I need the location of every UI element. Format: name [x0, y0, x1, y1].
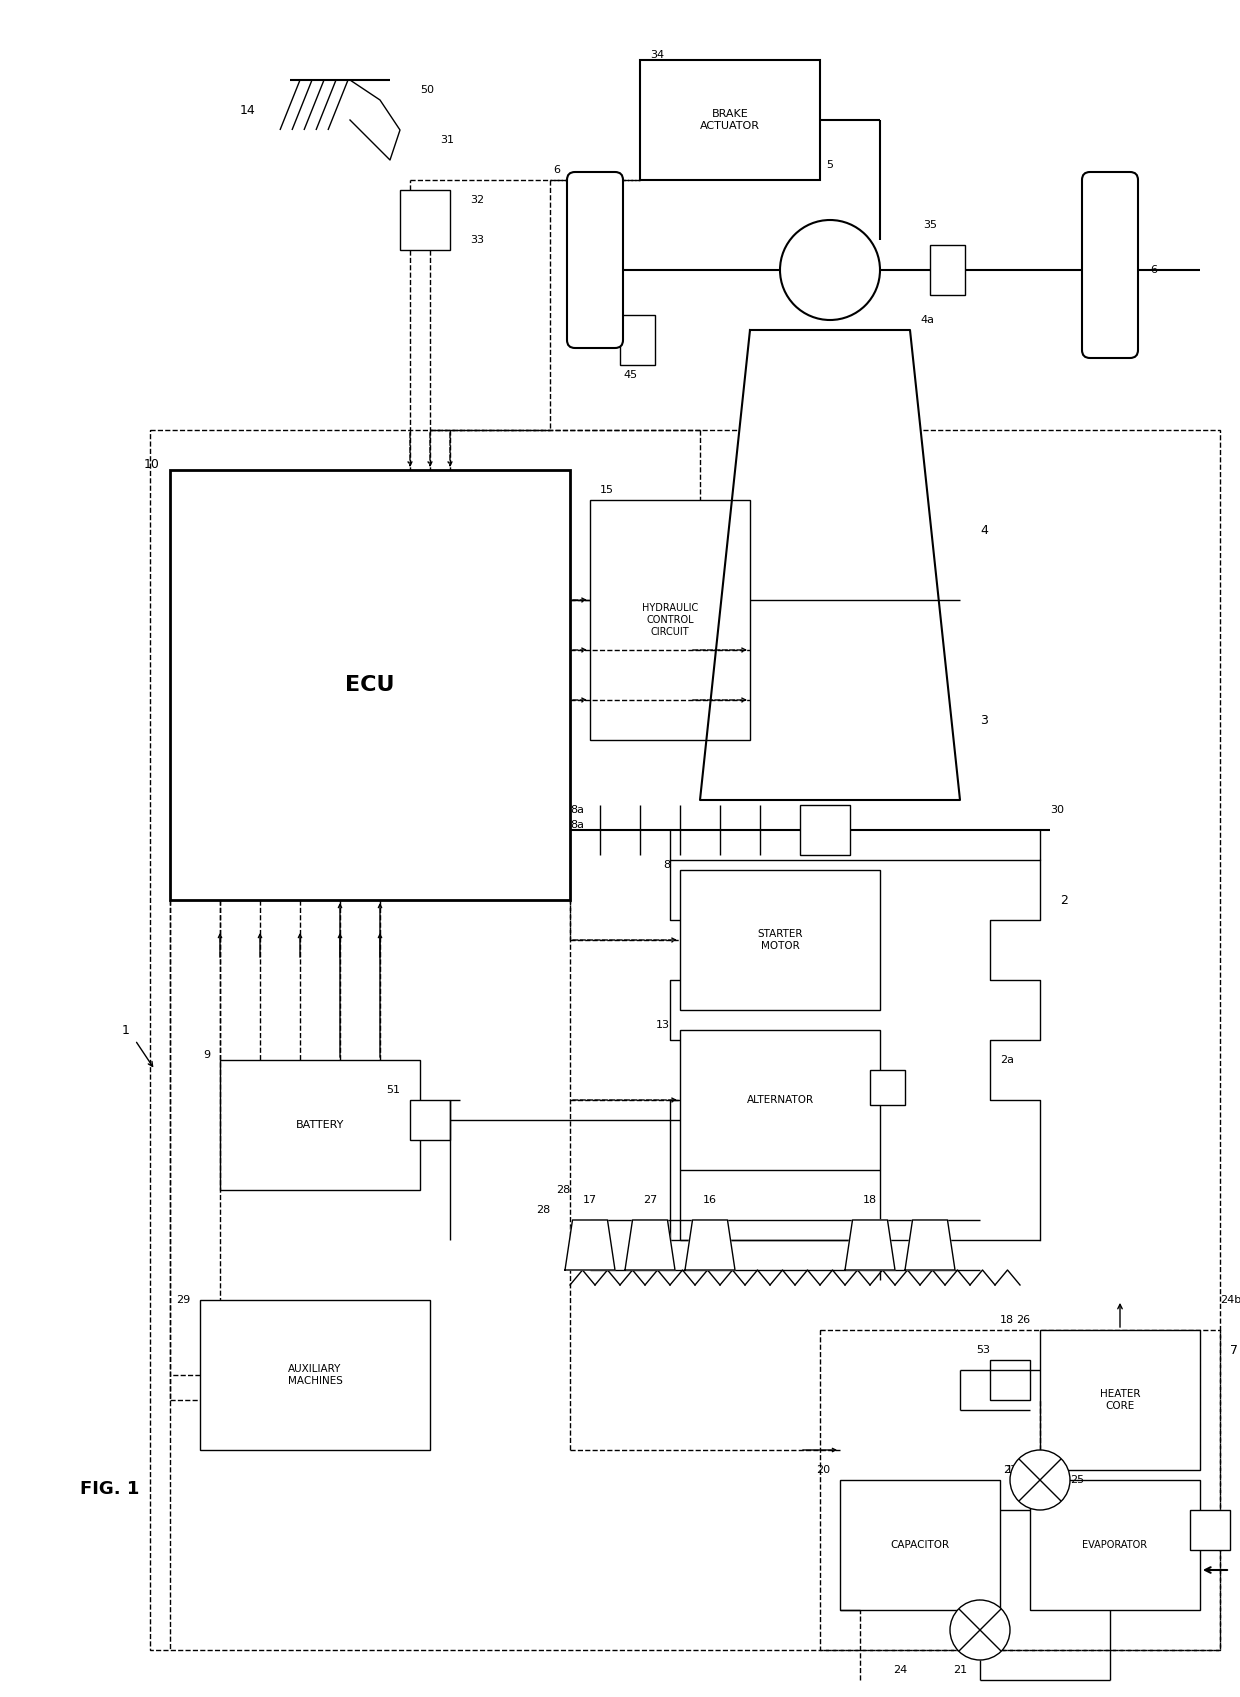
Text: 13: 13 [656, 1020, 670, 1030]
Text: EVAPORATOR: EVAPORATOR [1083, 1539, 1147, 1549]
Bar [170, 470, 570, 899]
Polygon shape [701, 329, 960, 799]
Text: 4a: 4a [920, 316, 934, 326]
Text: 21: 21 [952, 1665, 967, 1675]
Bar [930, 244, 965, 295]
Circle shape [950, 1600, 1011, 1660]
Text: 4: 4 [980, 523, 988, 536]
Text: 8a: 8a [570, 804, 584, 815]
Text: 26: 26 [1016, 1315, 1030, 1325]
Text: AUXILIARY
MACHINES: AUXILIARY MACHINES [288, 1364, 342, 1386]
Bar [839, 1480, 999, 1610]
Bar [1190, 1510, 1230, 1549]
Text: CAPACITOR: CAPACITOR [890, 1539, 950, 1549]
Text: 18: 18 [863, 1195, 877, 1205]
Text: 34: 34 [650, 49, 665, 59]
FancyBboxPatch shape [1083, 171, 1138, 358]
Text: 32: 32 [470, 195, 484, 205]
Text: 24b: 24b [1220, 1295, 1240, 1305]
Text: 18: 18 [999, 1315, 1014, 1325]
Bar [219, 1061, 420, 1190]
Text: 53: 53 [976, 1346, 990, 1354]
Text: ECU: ECU [345, 675, 394, 696]
Text: 31: 31 [440, 136, 454, 144]
Text: 23: 23 [1003, 1465, 1017, 1475]
Text: 19: 19 [1006, 1465, 1021, 1475]
Text: 35: 35 [923, 221, 937, 231]
Bar [1040, 1330, 1200, 1470]
Text: 8a: 8a [570, 820, 584, 830]
Text: 14: 14 [241, 104, 255, 117]
Polygon shape [565, 1220, 615, 1269]
Bar [680, 871, 880, 1010]
Text: 17: 17 [583, 1195, 598, 1205]
Text: 5: 5 [827, 160, 833, 170]
Text: 45: 45 [622, 370, 637, 380]
Text: 10: 10 [144, 458, 160, 472]
Bar [990, 1359, 1030, 1400]
Text: 22: 22 [1023, 1465, 1037, 1475]
Text: ALTERNATOR: ALTERNATOR [746, 1095, 813, 1105]
Text: 6: 6 [553, 165, 560, 175]
Text: BATTERY: BATTERY [296, 1120, 345, 1130]
Bar [1030, 1480, 1200, 1610]
Bar [680, 1030, 880, 1169]
Text: 33: 33 [470, 234, 484, 244]
Bar [800, 804, 849, 855]
Bar [870, 1071, 905, 1105]
Text: 30: 30 [1050, 804, 1064, 815]
Bar [590, 501, 750, 740]
Text: 25: 25 [1070, 1475, 1084, 1485]
Text: 29: 29 [176, 1295, 190, 1305]
Text: FIG. 1: FIG. 1 [81, 1480, 139, 1498]
Polygon shape [844, 1220, 895, 1269]
Bar [620, 316, 655, 365]
Bar [401, 190, 450, 249]
Text: 8: 8 [663, 860, 670, 871]
Text: 9: 9 [203, 1050, 210, 1061]
Bar [820, 1330, 1220, 1649]
Bar [595, 239, 620, 300]
Text: STARTER
MOTOR: STARTER MOTOR [758, 930, 802, 950]
Text: 6: 6 [1149, 265, 1157, 275]
Text: 3: 3 [980, 713, 988, 726]
Text: 15: 15 [600, 485, 614, 496]
Circle shape [1011, 1449, 1070, 1510]
Bar [150, 429, 1220, 1649]
Text: HEATER
CORE: HEATER CORE [1100, 1390, 1141, 1410]
Polygon shape [905, 1220, 955, 1269]
Text: 2: 2 [1060, 894, 1068, 906]
Text: 50: 50 [420, 85, 434, 95]
Circle shape [780, 221, 880, 321]
Polygon shape [684, 1220, 735, 1269]
Text: 2a: 2a [999, 1056, 1014, 1066]
Text: 51: 51 [386, 1084, 401, 1095]
Text: 20: 20 [816, 1465, 830, 1475]
Bar [410, 1100, 450, 1140]
FancyBboxPatch shape [567, 171, 622, 348]
Polygon shape [625, 1220, 675, 1269]
Text: 16: 16 [703, 1195, 717, 1205]
Bar [200, 1300, 430, 1449]
Text: 28: 28 [536, 1205, 551, 1215]
Text: BRAKE
ACTUATOR: BRAKE ACTUATOR [701, 109, 760, 131]
Bar [640, 59, 820, 180]
Text: HYDRAULIC
CONTROL
CIRCUIT: HYDRAULIC CONTROL CIRCUIT [642, 604, 698, 636]
Text: 1: 1 [122, 1023, 130, 1037]
Text: 7: 7 [1230, 1344, 1238, 1356]
Text: 28: 28 [556, 1185, 570, 1195]
Text: 27: 27 [642, 1195, 657, 1205]
Text: 24: 24 [893, 1665, 908, 1675]
